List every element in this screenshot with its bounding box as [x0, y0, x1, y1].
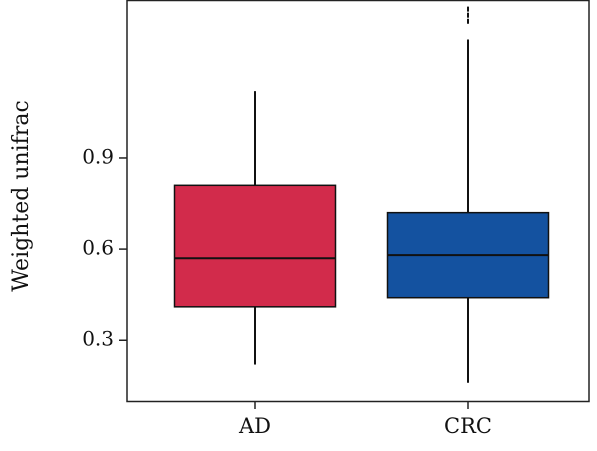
plot-frame [126, 0, 590, 403]
x-tick-label: CRC [444, 414, 492, 438]
box-ad [173, 184, 337, 308]
plot-area: 0.3 0.6 0.9 AD CRC [82, 6, 550, 438]
x-tick-label: AD [238, 414, 271, 438]
y-tick-label: 0.3 [82, 327, 114, 351]
y-tick-label: 0.9 [82, 144, 114, 168]
y-tick-label: 0.6 [82, 236, 114, 260]
y-axis-label: Weighted unifrac [9, 100, 34, 292]
